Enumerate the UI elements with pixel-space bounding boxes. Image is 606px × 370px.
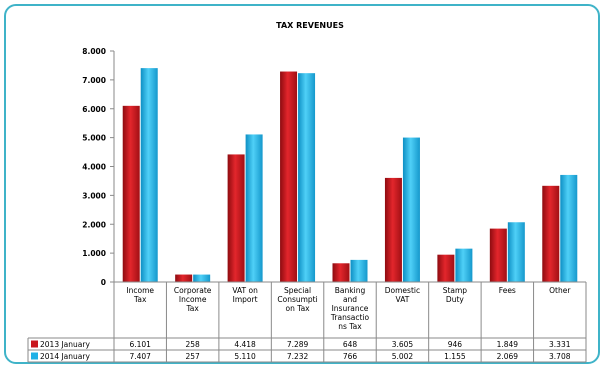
data-label: 2.069: [497, 352, 519, 361]
bar: [227, 154, 245, 282]
y-tick-label: 8.000: [82, 47, 106, 56]
data-label: 1.849: [497, 340, 519, 349]
y-tick-label: 7.000: [82, 76, 106, 85]
legend-key: [31, 352, 38, 360]
bar: [507, 222, 525, 282]
data-label: 258: [186, 340, 201, 349]
bar: [122, 105, 140, 283]
y-tick-label: 6.000: [82, 105, 106, 114]
bar: [455, 248, 473, 282]
x-tick-label: Other: [549, 286, 571, 295]
y-tick-label: 3.000: [82, 191, 106, 200]
bar: [193, 274, 211, 282]
bar: [245, 134, 263, 282]
data-label: 946: [448, 340, 463, 349]
x-tick-label: VAT on Import: [232, 286, 258, 304]
data-label: 257: [186, 352, 201, 361]
bar: [140, 68, 158, 282]
legend-label: 2014 January: [40, 352, 90, 361]
bar: [332, 263, 350, 282]
y-tick-label: 0: [101, 278, 106, 287]
bar: [384, 177, 402, 282]
y-tick-label: 1.000: [82, 249, 106, 258]
chart-svg: TAX REVENUES 0 1.000 2.000 3.000 4.000 5.000 6…: [27, 21, 587, 363]
x-tick-label: Banking and Insurance Transactio ns Tax: [330, 286, 370, 331]
data-label: 5.002: [392, 352, 414, 361]
data-label: 3.331: [549, 340, 571, 349]
bar: [280, 71, 298, 283]
bar: [350, 259, 368, 282]
x-tick-label: Income Tax: [126, 286, 154, 304]
data-label: 7.289: [287, 340, 309, 349]
bar: [542, 185, 560, 282]
bar: [402, 137, 420, 282]
chart-frame: TAX REVENUES 0 1.000 2.000 3.000 4.000 5.000 6…: [4, 4, 600, 364]
legend-label: 2013 January: [40, 340, 90, 349]
x-tick-label: Corporate Income Tax: [174, 286, 212, 313]
data-label: 766: [343, 352, 358, 361]
x-tick-label: Fees: [499, 286, 516, 295]
chart-title: TAX REVENUES: [276, 21, 344, 30]
y-tick-label: 4.000: [82, 163, 106, 172]
data-label: 1.155: [444, 352, 466, 361]
data-label: 648: [343, 340, 358, 349]
data-label: 5.110: [234, 352, 256, 361]
x-tick-label: Special Consumpti on Tax: [277, 286, 317, 313]
data-label: 6.101: [129, 340, 151, 349]
x-tick-label: Stamp Duty: [443, 286, 468, 304]
data-label: 3.605: [392, 340, 414, 349]
bar: [437, 254, 455, 282]
data-label: 7.232: [287, 352, 309, 361]
y-tick-label: 5.000: [82, 134, 106, 143]
y-tick-label: 2.000: [82, 220, 106, 229]
bar: [175, 274, 193, 282]
data-label: 3.708: [549, 352, 571, 361]
legend-key: [31, 340, 38, 348]
x-tick-label: Domestic VAT: [385, 286, 420, 304]
data-label: 7.407: [129, 352, 151, 361]
bar: [298, 73, 316, 283]
data-label: 4.418: [234, 340, 256, 349]
bar: [489, 228, 507, 282]
bar: [560, 174, 578, 282]
